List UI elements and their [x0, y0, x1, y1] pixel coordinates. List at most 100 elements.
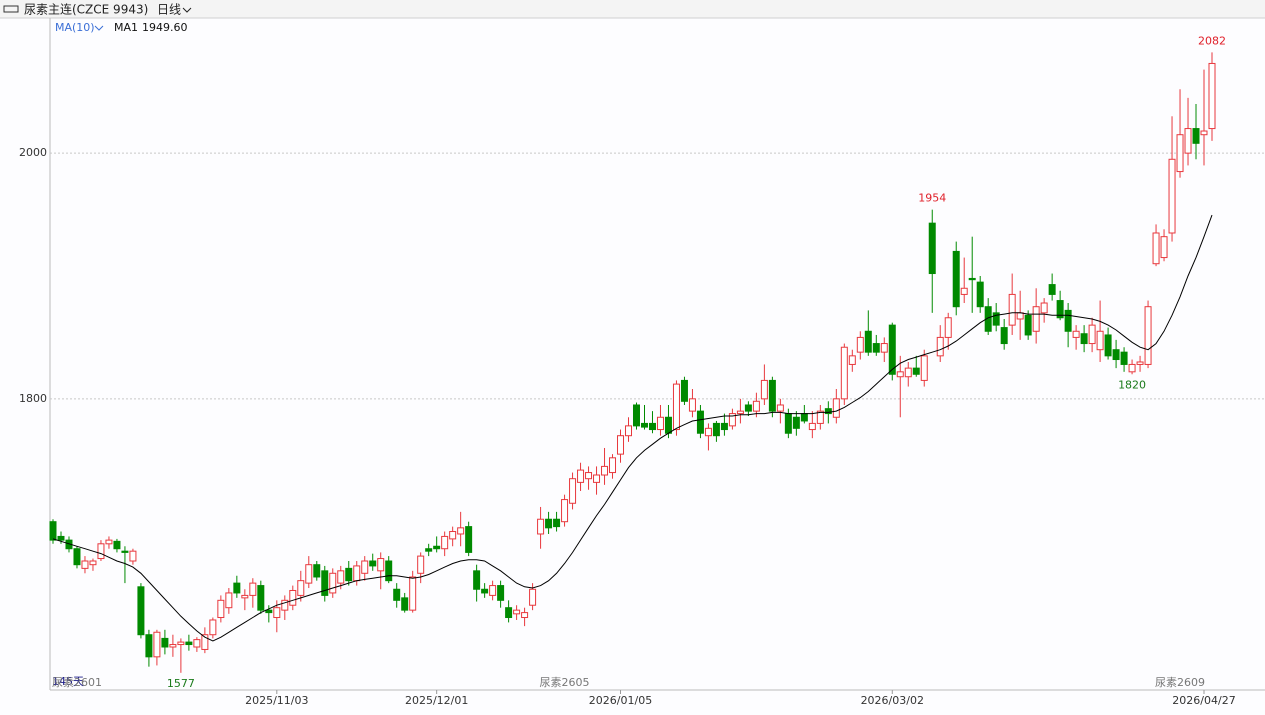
candle-body [640, 422, 648, 428]
candle-body [1088, 324, 1096, 345]
candle-body [736, 410, 744, 415]
candle-body [289, 589, 297, 606]
candle-body [345, 567, 353, 582]
candle-body [1008, 293, 1016, 326]
candle-body [864, 330, 872, 353]
candle-body [105, 539, 113, 545]
contract-label: 尿素2605 [540, 676, 590, 689]
candle-body [784, 413, 792, 434]
candle-body [505, 607, 513, 619]
candle-body [393, 588, 401, 601]
dropdown-arrow[interactable] [182, 7, 192, 13]
candle-body [1144, 306, 1152, 365]
candle-body [49, 521, 57, 541]
candle-body [1128, 363, 1136, 373]
candle-body [593, 474, 601, 483]
candle-body [720, 422, 728, 431]
candle-body [808, 422, 816, 431]
header-bar [0, 0, 1265, 18]
candle-body [249, 582, 257, 596]
candle-body [1056, 300, 1064, 319]
candle-body [768, 379, 776, 412]
candle-body [177, 641, 185, 646]
candle-body [792, 416, 800, 429]
candle-body [585, 472, 593, 480]
x-tick-label: 2026/03/02 [861, 694, 924, 707]
candle-body [944, 317, 952, 338]
candle-body [361, 560, 369, 574]
candle-body [385, 560, 393, 582]
candle-body [960, 287, 968, 295]
candle-body [529, 588, 537, 606]
candle-body [465, 526, 473, 553]
indicator-arrow[interactable] [94, 25, 104, 31]
candle-body [409, 576, 417, 611]
candle-body [1160, 236, 1168, 259]
candle-body [353, 565, 361, 582]
candle-body [936, 336, 944, 357]
candle-body [57, 535, 65, 541]
candle-body [305, 564, 313, 584]
candle-body [401, 597, 409, 611]
candle-body [1104, 334, 1112, 357]
candle-body [369, 560, 377, 567]
x-tick-label: 2026/01/05 [589, 694, 652, 707]
candle-body [601, 465, 609, 476]
candle-body [928, 222, 936, 275]
candle-body [1080, 333, 1088, 345]
candle-body [121, 550, 129, 553]
price-annotation: 1820 [1118, 378, 1146, 391]
candle-body [696, 410, 704, 434]
candle-body [377, 558, 385, 572]
candle-body [1168, 158, 1176, 234]
candle-body [664, 416, 672, 434]
menu-icon[interactable] [3, 5, 19, 13]
candle-body [1112, 349, 1120, 361]
candle-body [1200, 130, 1208, 136]
candle-body [1208, 62, 1216, 130]
candle-body [281, 599, 289, 611]
candle-body [89, 560, 97, 566]
candle-body [1184, 128, 1192, 154]
candle-body [648, 422, 656, 431]
candle-body [904, 367, 912, 378]
candle-body [481, 588, 489, 594]
candle-body [265, 609, 273, 614]
candle-body [728, 413, 736, 427]
candle-body [952, 250, 960, 308]
candle-body [521, 612, 529, 619]
candle-body [257, 585, 265, 611]
period-select[interactable]: 日线 [157, 3, 181, 17]
candle-body [225, 592, 233, 609]
price-annotation: 1577 [167, 677, 195, 690]
price-annotation: 1954 [918, 192, 946, 205]
x-tick-label: 2025/12/01 [405, 694, 468, 707]
candle-body [704, 427, 712, 437]
candle-body [297, 580, 305, 596]
candle-body [752, 400, 760, 412]
candle-body [113, 540, 121, 550]
candle-body [425, 548, 433, 552]
candle-body [233, 582, 241, 594]
candle-body [816, 410, 824, 424]
candle-body [73, 548, 81, 566]
candle-body [1000, 327, 1008, 345]
contract-label: 尿素2609 [1155, 676, 1205, 689]
candle-body [680, 379, 688, 402]
candle-body [1072, 330, 1080, 338]
candle-body [137, 586, 145, 636]
candle-body [880, 343, 888, 353]
candle-body [848, 355, 856, 365]
candle-body [920, 355, 928, 381]
candle-body [888, 324, 896, 375]
candle-body [1192, 128, 1200, 144]
candle-body [577, 469, 585, 483]
candle-body [1064, 309, 1072, 332]
candle-body [872, 343, 880, 353]
candle-body [992, 312, 1000, 326]
candle-body [776, 404, 784, 412]
price-annotation: 2082 [1198, 34, 1226, 47]
candle-body [632, 404, 640, 427]
indicator-name[interactable]: MA(10) [55, 21, 95, 34]
candle-body [912, 367, 920, 375]
